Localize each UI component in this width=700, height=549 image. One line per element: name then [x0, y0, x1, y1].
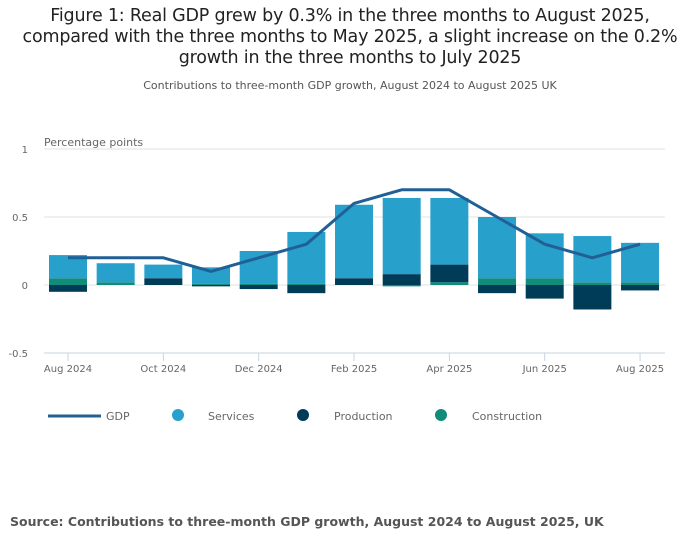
bar-production-dec-2024[interactable] [239, 285, 278, 290]
gdp-point-dec-2024[interactable] [257, 256, 261, 260]
bar-production-aug-2024[interactable] [49, 285, 87, 292]
legend: GDP Services Production Construction [48, 409, 542, 423]
x-tick-label: Jun 2025 [522, 364, 567, 375]
legend-item-production[interactable]: Production [297, 409, 393, 423]
gdp-point-jun-2025[interactable] [543, 242, 547, 246]
bar-production-apr-2025[interactable] [430, 264, 469, 283]
y-tick-label: 0.5 [12, 213, 28, 224]
bar-services-oct-2024[interactable] [144, 264, 183, 279]
legend-label: Production [334, 410, 393, 423]
bar-services-sep-2024[interactable] [96, 263, 135, 283]
x-tick-label: Dec 2024 [235, 364, 283, 375]
chart-title: Figure 1: Real GDP grew by 0.3% in the t… [0, 6, 700, 69]
bar-construction-jul-2025[interactable] [573, 282, 612, 285]
y-tick-label: 0 [22, 281, 28, 292]
x-tick-label: Aug 2024 [44, 364, 92, 375]
gdp-line[interactable] [68, 188, 641, 273]
bar-services-apr-2025[interactable] [430, 197, 469, 265]
chart-title-line-2: compared with the three months to May 20… [22, 27, 678, 47]
bar-services-jan-2025[interactable] [287, 231, 326, 284]
bar-construction-dec-2024[interactable] [239, 283, 278, 285]
legend-item-gdp[interactable]: GDP [48, 410, 130, 423]
legend-item-construction[interactable]: Construction [435, 409, 542, 423]
gdp-point-nov-2024[interactable] [209, 269, 213, 273]
gdp-point-apr-2025[interactable] [447, 188, 451, 192]
gdp-point-oct-2024[interactable] [161, 256, 165, 260]
gdp-point-mar-2025[interactable] [400, 188, 404, 192]
bar-construction-aug-2025[interactable] [621, 282, 660, 285]
legend-label: Construction [472, 410, 542, 423]
x-axis: Aug 2024 Oct 2024 Dec 2024 Feb 2025 Apr 2025… [44, 352, 665, 375]
gdp-point-may-2025[interactable] [495, 215, 499, 219]
gdp-point-jan-2025[interactable] [304, 242, 308, 246]
bar-production-jun-2025[interactable] [525, 285, 564, 299]
bar-production-jan-2025[interactable] [287, 285, 326, 294]
bar-construction-may-2025[interactable] [478, 278, 517, 285]
bar-production-feb-2025[interactable] [335, 278, 374, 285]
bar-services-mar-2025[interactable] [382, 197, 421, 275]
y-tick-label: -0.5 [8, 349, 28, 360]
bar-services-feb-2025[interactable] [335, 204, 374, 279]
gdp-line-group [66, 188, 642, 273]
gdp-point-aug-2025[interactable] [638, 242, 642, 246]
bar-services-nov-2024[interactable] [192, 267, 231, 284]
bars [49, 197, 660, 310]
y-axis-label: Percentage points [44, 136, 143, 149]
bar-production-mar-2025[interactable] [382, 274, 421, 285]
legend-label: Services [208, 410, 255, 423]
bar-construction-mar-2025[interactable] [382, 285, 421, 287]
x-tick-label: Apr 2025 [426, 364, 472, 375]
bar-services-jun-2025[interactable] [525, 233, 564, 279]
legend-item-services[interactable]: Services [172, 409, 255, 423]
legend-dot-icon [297, 409, 309, 421]
bar-construction-aug-2024[interactable] [49, 278, 87, 285]
gdp-point-aug-2024[interactable] [66, 256, 70, 260]
legend-label: GDP [106, 410, 130, 423]
bar-services-may-2025[interactable] [478, 217, 517, 279]
legend-dot-icon [435, 409, 447, 421]
gdp-point-jul-2025[interactable] [590, 256, 594, 260]
bar-production-aug-2025[interactable] [621, 285, 660, 291]
bar-construction-apr-2025[interactable] [430, 282, 469, 285]
bar-production-nov-2024[interactable] [192, 285, 231, 287]
chart-subtitle: Contributions to three-month GDP growth,… [143, 79, 557, 92]
gdp-point-feb-2025[interactable] [352, 201, 356, 205]
bar-production-jul-2025[interactable] [573, 285, 612, 310]
x-tick-label: Feb 2025 [331, 364, 377, 375]
bar-services-aug-2025[interactable] [621, 242, 660, 283]
bar-construction-sep-2024[interactable] [96, 282, 135, 285]
y-tick-label: 1 [22, 145, 28, 156]
bar-production-may-2025[interactable] [478, 285, 517, 294]
bar-production-oct-2024[interactable] [144, 278, 183, 285]
source-note: Source: Contributions to three-month GDP… [10, 514, 604, 529]
legend-dot-icon [172, 409, 184, 421]
bar-construction-jun-2025[interactable] [525, 278, 564, 285]
x-tick-label: Oct 2024 [140, 364, 186, 375]
bar-construction-jan-2025[interactable] [287, 283, 326, 285]
gdp-point-sep-2024[interactable] [114, 256, 118, 260]
bar-construction-nov-2024[interactable] [192, 283, 231, 285]
chart-title-line-1: Figure 1: Real GDP grew by 0.3% in the t… [50, 6, 650, 26]
x-tick-label: Aug 2025 [616, 364, 664, 375]
chart-title-line-3: growth in the three months to July 2025 [178, 48, 522, 68]
y-axis-ticks: -0.5 0 0.5 1 [8, 145, 28, 360]
bar-services-aug-2024[interactable] [49, 255, 87, 279]
